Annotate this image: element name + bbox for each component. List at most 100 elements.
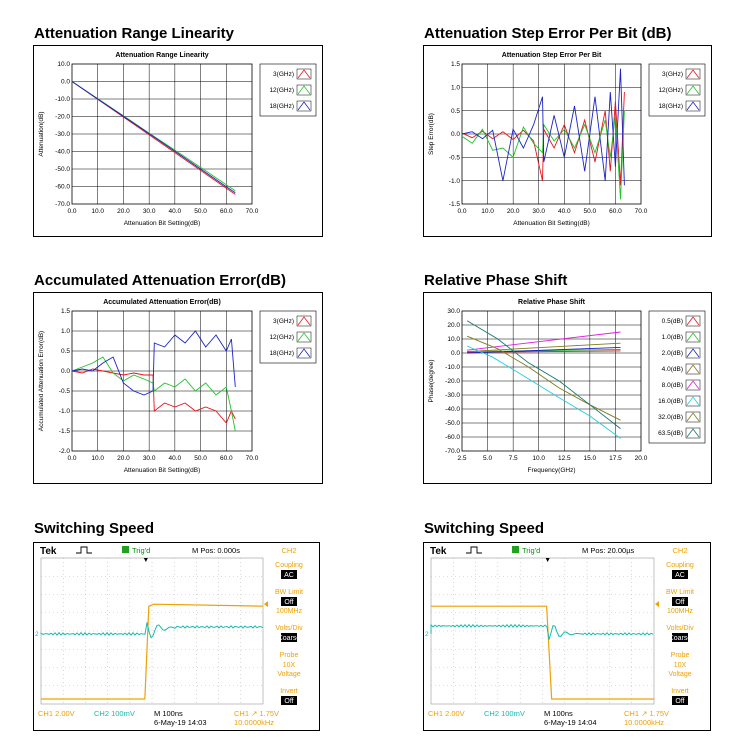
menu-value-box[interactable] bbox=[672, 633, 688, 642]
x-axis-label: Frequency(GHz) bbox=[527, 467, 575, 474]
legend-swatch bbox=[296, 347, 312, 359]
x-tick-label: 2.5 bbox=[457, 455, 466, 462]
y-tick-label: -10.0 bbox=[445, 364, 460, 371]
menu-value[interactable]: Off bbox=[284, 599, 293, 606]
menu-value[interactable]: Off bbox=[675, 698, 684, 705]
menu-value[interactable]: Off bbox=[675, 599, 684, 606]
x-tick-label: 70.0 bbox=[635, 208, 648, 215]
trigger-frequency: 10.0000kHz bbox=[234, 718, 274, 727]
ch2-marker: 2 bbox=[35, 631, 39, 638]
x-tick-label: 10.0 bbox=[91, 208, 104, 215]
legend-swatch-line bbox=[686, 69, 700, 79]
menu-value[interactable]: Coarse bbox=[278, 635, 301, 642]
x-tick-label: 0.0 bbox=[67, 455, 76, 462]
legend-swatch-line bbox=[686, 396, 700, 406]
legend-swatch-line bbox=[686, 364, 700, 374]
menu-value[interactable]: AC bbox=[675, 572, 685, 579]
heading-switching-speed-2: Switching Speed bbox=[424, 520, 545, 537]
m-pos: M Pos: 20.00µs bbox=[582, 546, 635, 555]
menu-title[interactable]: Invert bbox=[671, 688, 689, 695]
y-tick-label: -1.0 bbox=[59, 408, 71, 415]
x-tick-label: 60.0 bbox=[220, 208, 233, 215]
date-time: 6-May-19 14:04 bbox=[544, 718, 597, 727]
x-tick-label: 50.0 bbox=[584, 208, 597, 215]
x-tick-label: 15.0 bbox=[584, 455, 597, 462]
menu-value-box[interactable] bbox=[281, 597, 297, 606]
x-tick-label: 20.0 bbox=[117, 208, 130, 215]
menu-title[interactable]: Volts/Div bbox=[275, 625, 303, 632]
menu-title[interactable]: Volts/Div bbox=[666, 625, 694, 632]
chart-step-error: Attenuation Step Error Per Bit 0.0 10.0 20.… bbox=[423, 45, 712, 237]
menu-title[interactable]: Coupling bbox=[275, 562, 303, 569]
menu-value-box[interactable] bbox=[672, 597, 688, 606]
legend-swatch bbox=[685, 379, 701, 391]
y-tick-label: -40.0 bbox=[55, 149, 70, 156]
chart-accumulated-error: Accumulated Attenuation Error(dB) 0.0 10.0… bbox=[33, 292, 323, 484]
legend-swatch-line bbox=[686, 380, 700, 390]
legend-swatch-line bbox=[686, 85, 700, 95]
y-tick-label: 0.0 bbox=[451, 350, 460, 357]
menu-value-box[interactable] bbox=[281, 570, 297, 579]
menu-value[interactable]: Coarse bbox=[669, 635, 692, 642]
y-tick-label: -0.5 bbox=[449, 155, 461, 162]
legend-entry: 3(GHz) bbox=[273, 71, 294, 78]
legend-swatch bbox=[685, 427, 701, 439]
x-tick-label: 17.5 bbox=[609, 455, 622, 462]
legend-swatch bbox=[685, 331, 701, 343]
x-axis-label: Attenuation Bit Setting(dB) bbox=[124, 220, 201, 227]
y-axis-label: Accumulated Attenuation Error(dB) bbox=[38, 331, 45, 431]
legend-swatch bbox=[685, 363, 701, 375]
y-tick-label: -0.5 bbox=[59, 388, 71, 395]
y-axis-label: Attenuation(dB) bbox=[38, 111, 45, 156]
menu-value-box[interactable] bbox=[281, 633, 297, 642]
y-tick-label: 0.5 bbox=[61, 348, 70, 355]
menu-title[interactable]: Coupling bbox=[666, 562, 694, 569]
menu-value-box[interactable] bbox=[672, 696, 688, 705]
channel-label: CH2 bbox=[672, 546, 687, 555]
x-tick-label: 40.0 bbox=[558, 208, 571, 215]
series-line bbox=[466, 345, 621, 439]
menu-sub: 10X bbox=[283, 662, 296, 669]
legend-swatch bbox=[685, 347, 701, 359]
legend-swatch bbox=[296, 331, 312, 343]
legend-entry: 18(GHz) bbox=[269, 350, 294, 357]
x-tick-label: 10.0 bbox=[91, 455, 104, 462]
legend-entry: 12(GHz) bbox=[269, 87, 294, 94]
legend bbox=[648, 310, 706, 444]
y-tick-label: -40.0 bbox=[445, 406, 460, 413]
heading-step-error: Attenuation Step Error Per Bit (dB) bbox=[424, 25, 672, 42]
trigger-position-icon bbox=[143, 558, 148, 562]
ch1-trace bbox=[431, 605, 654, 700]
time-base: M 100ns bbox=[154, 709, 183, 718]
chart-title: Relative Phase Shift bbox=[518, 299, 586, 306]
menu-title[interactable]: Invert bbox=[280, 688, 298, 695]
y-tick-label: 1.0 bbox=[451, 85, 460, 92]
series-line bbox=[71, 81, 236, 194]
chart-attenuation-linearity: Attenuation Range Linearity 0.0 10.0 20.0 30… bbox=[33, 45, 323, 237]
legend-swatch bbox=[685, 100, 701, 112]
menu-value-box[interactable] bbox=[281, 696, 297, 705]
ch1-scale: CH1 2.00V bbox=[428, 709, 465, 718]
y-tick-label: -1.5 bbox=[449, 201, 461, 208]
legend-swatch bbox=[685, 68, 701, 80]
legend-swatch-line bbox=[297, 101, 311, 111]
menu-title[interactable]: BW Limit bbox=[666, 589, 694, 596]
heading-switching-speed-1: Switching Speed bbox=[34, 520, 155, 537]
legend-entry: 18(GHz) bbox=[658, 103, 683, 110]
ch1-trigger: CH1 ↗ 1.75V bbox=[624, 709, 669, 718]
x-axis-label: Attenuation Bit Setting(dB) bbox=[124, 467, 201, 474]
menu-value[interactable]: AC bbox=[284, 572, 294, 579]
trig-status-icon bbox=[122, 546, 129, 553]
menu-value[interactable]: Off bbox=[284, 698, 293, 705]
legend-swatch-line bbox=[297, 332, 311, 342]
chart-title: Attenuation Range Linearity bbox=[115, 52, 208, 59]
menu-title[interactable]: Probe bbox=[280, 652, 299, 659]
series-line bbox=[71, 368, 236, 424]
y-tick-label: 20.0 bbox=[447, 322, 460, 329]
menu-value-box[interactable] bbox=[672, 570, 688, 579]
chart-title: Accumulated Attenuation Error(dB) bbox=[103, 299, 221, 306]
series-line bbox=[467, 346, 621, 354]
menu-title[interactable]: BW Limit bbox=[275, 589, 303, 596]
menu-title[interactable]: Probe bbox=[671, 652, 690, 659]
scope-brand: Tek bbox=[40, 546, 57, 557]
